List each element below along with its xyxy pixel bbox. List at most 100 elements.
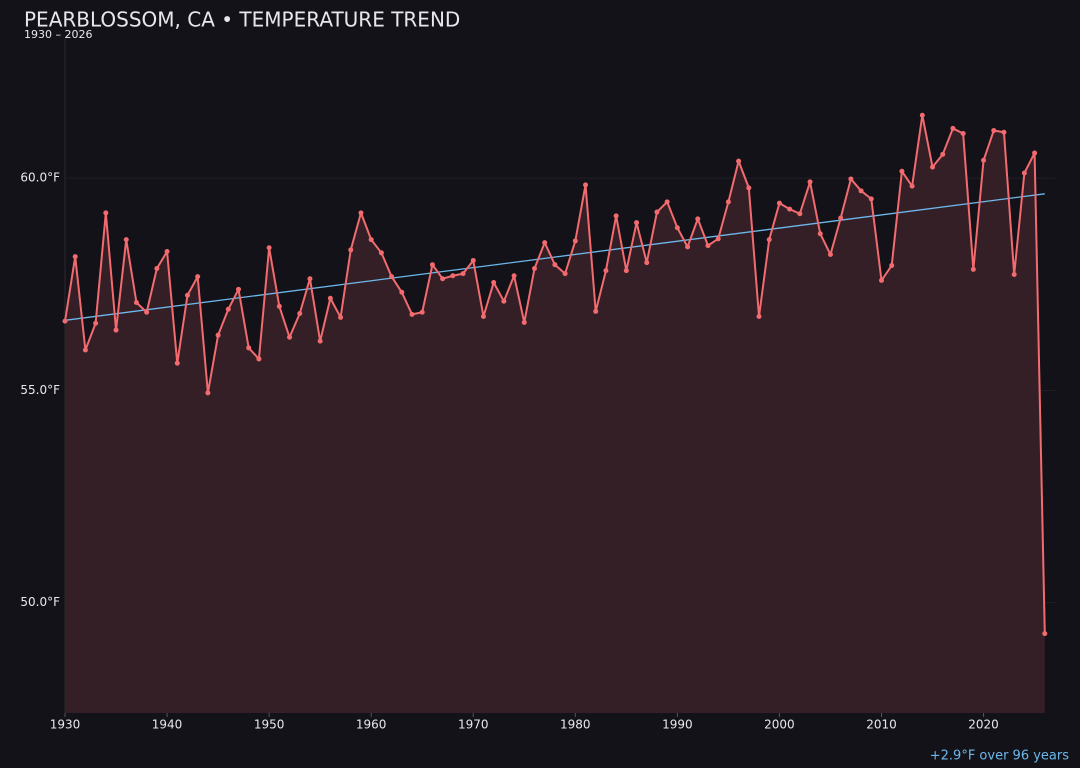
point: [1042, 631, 1048, 637]
point: [736, 158, 742, 164]
point: [225, 306, 231, 312]
point: [674, 225, 680, 231]
x-tick-label: 1970: [458, 718, 489, 732]
point: [103, 210, 109, 216]
point: [307, 276, 313, 282]
point: [470, 257, 476, 263]
point: [276, 303, 282, 309]
point: [93, 320, 99, 326]
point: [246, 345, 252, 351]
x-tick-label: 1990: [662, 718, 693, 732]
point: [123, 237, 129, 243]
point: [440, 276, 446, 282]
point: [195, 274, 201, 280]
point: [460, 271, 466, 277]
point: [695, 216, 701, 222]
x-tick-label: 1940: [152, 718, 183, 732]
point: [664, 199, 670, 205]
point: [184, 292, 190, 298]
point: [930, 164, 936, 170]
point: [133, 299, 139, 305]
point: [542, 240, 548, 246]
point: [715, 236, 721, 242]
point: [817, 231, 823, 237]
point: [868, 196, 874, 202]
point: [378, 250, 384, 256]
point: [348, 247, 354, 253]
point: [644, 260, 650, 266]
point: [338, 314, 344, 320]
x-tick-label: 1980: [560, 718, 591, 732]
y-tick-label: 50.0°F: [20, 595, 60, 609]
point: [450, 273, 456, 279]
point: [154, 266, 160, 272]
point: [981, 157, 987, 163]
point: [950, 125, 956, 131]
x-tick-label: 1960: [356, 718, 387, 732]
point: [215, 332, 221, 338]
point: [776, 200, 782, 206]
point: [480, 313, 486, 319]
point: [205, 390, 211, 396]
point: [685, 244, 691, 250]
point: [572, 238, 578, 244]
point: [1032, 150, 1038, 156]
point: [848, 176, 854, 182]
point: [583, 182, 589, 188]
point: [899, 168, 905, 174]
area: [65, 115, 1045, 713]
x-tick-label: 1950: [254, 718, 285, 732]
point: [429, 262, 435, 268]
point: [113, 327, 119, 333]
point: [399, 289, 405, 295]
point: [266, 245, 272, 251]
point: [705, 243, 711, 249]
point: [1011, 271, 1017, 277]
point: [889, 263, 895, 269]
point: [552, 262, 558, 268]
point: [236, 286, 242, 292]
point: [787, 206, 793, 212]
point: [991, 128, 997, 134]
point: [256, 356, 262, 362]
point: [797, 211, 803, 217]
y-tick-label: 55.0°F: [20, 383, 60, 397]
point: [501, 298, 507, 304]
point: [62, 318, 68, 324]
point: [511, 273, 517, 279]
point: [174, 360, 180, 366]
point: [1001, 129, 1007, 135]
point: [593, 308, 599, 314]
point: [297, 311, 303, 317]
point: [562, 271, 568, 277]
point: [634, 220, 640, 226]
point: [603, 268, 609, 274]
point: [623, 268, 629, 274]
point: [756, 313, 762, 319]
point: [409, 311, 415, 317]
point: [960, 131, 966, 137]
point: [909, 183, 915, 189]
point: [970, 266, 976, 272]
chart-title: PEARBLOSSOM, CA • TEMPERATURE TREND: [24, 8, 460, 32]
point: [287, 334, 293, 340]
point: [521, 319, 527, 325]
point: [358, 210, 364, 216]
point: [164, 249, 170, 255]
x-tick-label: 2020: [968, 718, 999, 732]
point: [807, 179, 813, 185]
y-tick-label: 60.0°F: [20, 171, 60, 185]
chart-subtitle: 1930 – 2026: [24, 28, 92, 41]
point: [72, 254, 78, 260]
point: [1021, 170, 1027, 176]
x-tick-label: 1930: [50, 718, 81, 732]
point: [766, 237, 772, 243]
point: [613, 213, 619, 219]
point: [878, 277, 884, 283]
point: [144, 309, 150, 315]
x-tick-label: 2000: [764, 718, 795, 732]
point: [858, 188, 864, 194]
point: [838, 215, 844, 221]
point: [419, 309, 425, 315]
